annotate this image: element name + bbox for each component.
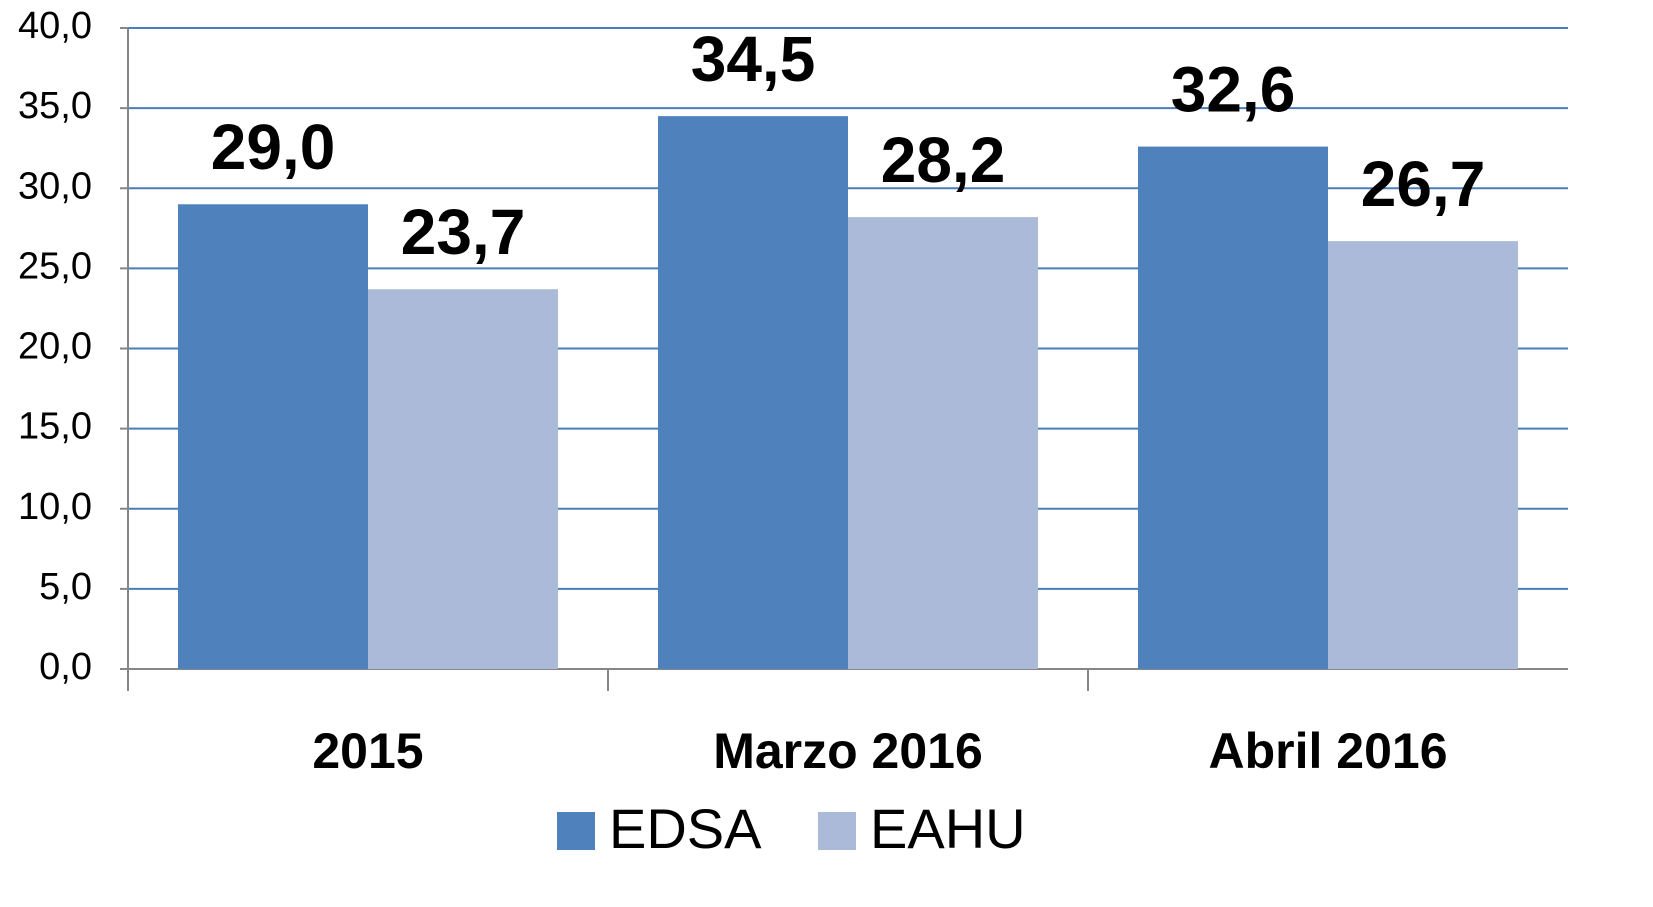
bar: [848, 217, 1038, 669]
legend-label: EDSA: [609, 797, 762, 860]
legend-label: EAHU: [870, 797, 1026, 860]
bar: [658, 116, 848, 669]
data-label: 29,0: [211, 111, 336, 183]
y-tick-label: 5,0: [39, 566, 92, 608]
bar: [1328, 241, 1518, 669]
y-tick-label: 25,0: [18, 245, 92, 287]
data-label: 34,5: [691, 23, 816, 95]
y-tick-label: 30,0: [18, 165, 92, 207]
bar: [178, 204, 368, 669]
x-tick-label: Abril 2016: [1208, 723, 1447, 779]
y-tick-label: 35,0: [18, 85, 92, 127]
x-tick-label: Marzo 2016: [713, 723, 983, 779]
x-tick-label: 2015: [312, 723, 423, 779]
bar: [368, 289, 558, 669]
y-tick-label: 10,0: [18, 486, 92, 528]
legend-swatch: [557, 812, 595, 850]
data-label: 32,6: [1171, 53, 1296, 125]
legend-swatch: [818, 812, 856, 850]
bar: [1138, 146, 1328, 669]
data-label: 28,2: [881, 124, 1006, 196]
y-tick-label: 15,0: [18, 406, 92, 448]
data-label: 26,7: [1361, 148, 1486, 220]
y-tick-label: 40,0: [18, 5, 92, 47]
y-tick-label: 20,0: [18, 326, 92, 368]
y-tick-label: 0,0: [39, 646, 92, 688]
data-label: 23,7: [401, 196, 526, 268]
